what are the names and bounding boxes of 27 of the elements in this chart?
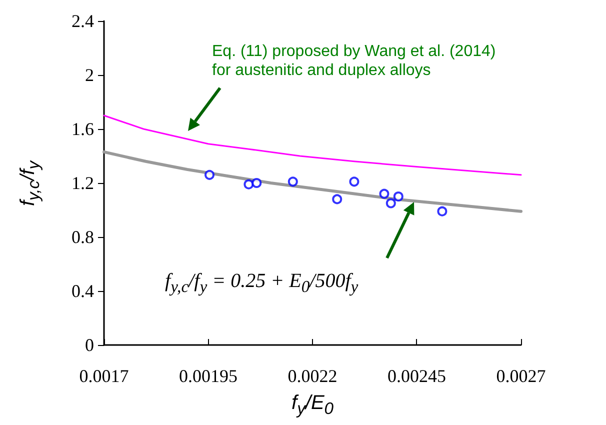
y-tick-label: 1.2 [72, 173, 94, 193]
y-tick-label: 0.4 [72, 281, 94, 301]
line-series [102, 150, 522, 213]
point [393, 192, 404, 202]
point [379, 188, 390, 199]
point [204, 170, 214, 180]
point [252, 178, 262, 188]
x-tick-label: 0.00245 [388, 366, 446, 386]
y-tick-label: 0 [85, 335, 94, 355]
point [386, 198, 396, 208]
annotation: Eq. (11) proposed by Wang et al. (2014) for austenitic and duplex alloys [212, 42, 497, 80]
point [332, 194, 342, 204]
point [244, 179, 254, 190]
point [288, 176, 298, 187]
x-tick-label: 0.0017 [79, 366, 129, 386]
annotation: f$_{y,c}$/f$_{y}$ = 0.25 + E$_{0}$/500f$_{y}$ [165, 270, 358, 297]
x-tick-label: 0.0022 [288, 366, 338, 386]
x-tick-label: 0.0027 [496, 366, 546, 386]
line-series [103, 114, 522, 176]
y-tick-label: 2.4 [72, 11, 94, 31]
x-axis-title: f$_{y}$/E$_{0}$ [292, 392, 334, 419]
point [349, 176, 360, 187]
y-tick-label: 1.6 [72, 119, 94, 139]
y-tick-label: 0.8 [72, 227, 94, 247]
y-tick-label: 2 [85, 65, 94, 85]
point [437, 206, 448, 216]
x-tick-label: 0.00195 [179, 366, 238, 386]
